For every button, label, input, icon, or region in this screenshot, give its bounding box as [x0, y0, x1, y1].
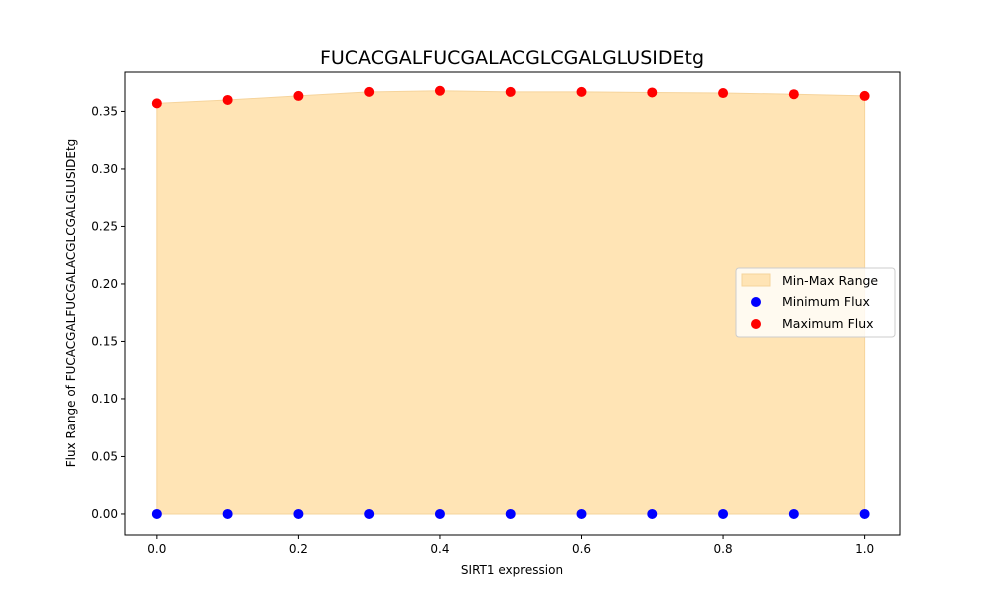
y-tick-label: 0.15: [91, 334, 118, 348]
y-tick-label: 0.20: [91, 277, 118, 291]
legend-box: [735, 267, 896, 338]
legend-swatch-min-max-range: [741, 273, 771, 287]
x-tick-label: 0.6: [572, 542, 591, 556]
legend-label-maximum-flux: Maximum Flux: [782, 316, 874, 331]
y-tick-label: 0.05: [91, 449, 118, 463]
x-axis: 0.0 0.2 0.4 0.6 0.8 1.0: [147, 535, 874, 556]
minimum-flux-point: [647, 508, 658, 519]
minimum-flux-point: [505, 508, 516, 519]
y-tick-label: 0.30: [91, 162, 118, 176]
y-tick-label: 0.25: [91, 219, 118, 233]
x-tick-label: 1.0: [855, 542, 874, 556]
x-axis-label: SIRT1 expression: [461, 563, 563, 577]
minimum-flux-point: [718, 508, 729, 519]
y-tick-label: 0.10: [91, 392, 118, 406]
minimum-flux-point: [364, 508, 375, 519]
maximum-flux-point: [151, 98, 162, 109]
maximum-flux-point: [718, 88, 729, 99]
x-tick-label: 0.4: [430, 542, 449, 556]
y-axis-label: Flux Range of FUCACGALFUCGALACGLCGALGLUS…: [64, 139, 78, 468]
maximum-flux-point: [576, 86, 587, 97]
x-tick-label: 0.2: [289, 542, 308, 556]
maximum-flux-point: [647, 87, 658, 98]
legend-label-min-max-range: Min-Max Range: [782, 273, 878, 288]
y-tick-label: 0.00: [91, 507, 118, 521]
maximum-flux-point: [505, 86, 516, 97]
plot-area: [151, 85, 870, 519]
minimum-flux-point: [151, 508, 162, 519]
maximum-flux-point: [364, 86, 375, 97]
y-tick-label: 0.35: [91, 104, 118, 118]
legend-swatch-minimum-flux: [751, 297, 761, 307]
minimum-flux-point: [434, 508, 445, 519]
minimum-flux-point: [222, 508, 233, 519]
maximum-flux-point: [293, 90, 304, 101]
maximum-flux-point: [788, 89, 799, 100]
minimum-flux-point: [293, 508, 304, 519]
plot-frame: [124, 71, 901, 536]
legend: Min-Max Range Minimum Flux Maximum Flux: [735, 267, 896, 338]
minimum-flux-point: [788, 508, 799, 519]
x-tick-label: 0.8: [714, 542, 733, 556]
minimum-flux-point: [576, 508, 587, 519]
y-axis: 0.00 0.05 0.10 0.15 0.20 0.25 0.30 0.35: [91, 104, 125, 521]
legend-label-minimum-flux: Minimum Flux: [782, 294, 870, 309]
maximum-flux-point: [222, 94, 233, 105]
minimum-flux-point: [859, 508, 870, 519]
chart-title: FUCACGALFUCGALACGLCGALGLUSIDEtg: [320, 47, 704, 69]
maximum-flux-point: [434, 85, 445, 96]
maximum-flux-point: [859, 90, 870, 101]
x-tick-label: 0.0: [147, 542, 166, 556]
legend-swatch-maximum-flux: [751, 319, 761, 329]
